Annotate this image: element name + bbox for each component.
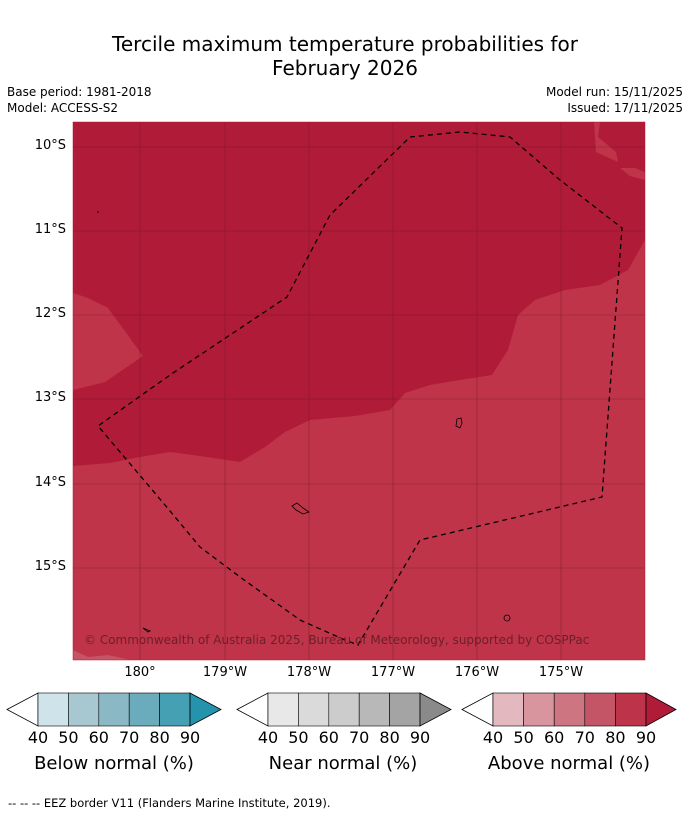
colorbar-segment [159, 692, 191, 727]
colorbar-tick-label: 50 [58, 728, 79, 747]
issued-date: Issued: 17/11/2025 [567, 101, 683, 115]
colorbar-title-below: Below normal (%) [34, 753, 194, 774]
colorbar-segment [328, 692, 360, 727]
colorbar-segment [98, 692, 130, 727]
lat-tick-label: 11°S [34, 222, 66, 237]
above-normal-80-patch-ne2 [620, 168, 645, 180]
lon-tick-label: 179°W [202, 665, 248, 680]
colorbar-tick-label: 70 [574, 728, 595, 747]
island-north [97, 211, 99, 213]
map-area [73, 122, 645, 660]
colorbar-max-extension [189, 692, 222, 727]
colorbar-tick-label: 70 [119, 728, 140, 747]
eez-border [97, 131, 623, 646]
colorbar-tick-label: 40 [257, 728, 279, 747]
lon-tick-label: 180° [124, 665, 156, 680]
lat-tick-label: 13°S [34, 390, 66, 405]
colorbar-title-above: Above normal (%) [487, 753, 651, 774]
colorbar-segment [492, 692, 524, 727]
eez-legend-note: -- -- -- EEZ border V11 (Flanders Marine… [8, 796, 331, 810]
colorbar-below-normal [6, 692, 222, 727]
colorbar-min-extension [236, 692, 269, 727]
colorbar-segment [298, 692, 330, 727]
colorbar-tick-label: 50 [288, 728, 309, 747]
colorbar-tick-label: 40 [27, 728, 49, 747]
lat-tick-label: 15°S [34, 559, 66, 574]
above-normal-90-zone [73, 122, 645, 466]
colorbar-tick-label: 80 [379, 728, 400, 747]
model-run: Model run: 15/11/2025 [545, 85, 683, 99]
colorbar-segment [37, 692, 69, 727]
base-period: Base period: 1981-2018 [7, 85, 152, 99]
colorbar-tick-label: 60 [544, 728, 565, 747]
colorbar-segment [267, 692, 299, 727]
lon-tick-label: 176°W [454, 665, 500, 680]
colorbar-segment [389, 692, 421, 727]
island-south [503, 614, 511, 622]
colorbar-tick-label: 80 [605, 728, 626, 747]
lat-tick-label: 12°S [34, 306, 66, 321]
colorbar-segment [358, 692, 390, 727]
colorbar-tick-label: 90 [409, 728, 431, 747]
colorbar-segment [553, 692, 586, 727]
colorbar-segment [523, 692, 555, 727]
island-sw [142, 627, 151, 633]
map-title-line1: Tercile maximum temperature probabilitie… [112, 32, 578, 56]
colorbar-segment [128, 692, 160, 727]
colorbar-tick-label: 50 [513, 728, 534, 747]
colorbar-tick-label: 80 [149, 728, 170, 747]
above-normal-80-patch-ne [594, 122, 618, 162]
colorbar-max-extension [419, 692, 452, 727]
lon-tick-label: 177°W [370, 665, 416, 680]
colorbar-near-normal [236, 692, 452, 727]
colorbar-tick-label: 60 [88, 728, 109, 747]
lat-tick-label: 10°S [34, 138, 66, 153]
map-title-line2: February 2026 [272, 56, 418, 80]
colorbar-tick-label: 90 [179, 728, 201, 747]
colorbar-min-extension [6, 692, 39, 727]
copyright-notice: © Commonwealth of Australia 2025, Bureau… [84, 633, 590, 647]
colorbar-tick-label: 70 [349, 728, 370, 747]
colorbar-tick-label: 40 [482, 728, 504, 747]
colorbar-tick-label: 90 [635, 728, 657, 747]
lat-tick-label: 14°S [34, 475, 66, 490]
colorbar-segment [615, 692, 647, 727]
colorbar-segment [584, 692, 616, 727]
lon-tick-label: 178°W [286, 665, 332, 680]
colorbar-title-near: Near normal (%) [268, 753, 418, 774]
map-frame [72, 121, 646, 661]
colorbar-tick-label: 60 [318, 728, 339, 747]
colorbar-segment [68, 692, 100, 727]
island-central [291, 502, 310, 515]
colorbar-above-normal [461, 692, 677, 727]
lon-tick-label: 175°W [538, 665, 584, 680]
above-normal-70-patch-sw [73, 650, 130, 660]
gridlines [73, 122, 645, 660]
colorbar-max-extension [645, 692, 677, 727]
island-east [455, 417, 463, 429]
model-name: Model: ACCESS-S2 [7, 101, 119, 115]
colorbar-min-extension [461, 692, 494, 727]
